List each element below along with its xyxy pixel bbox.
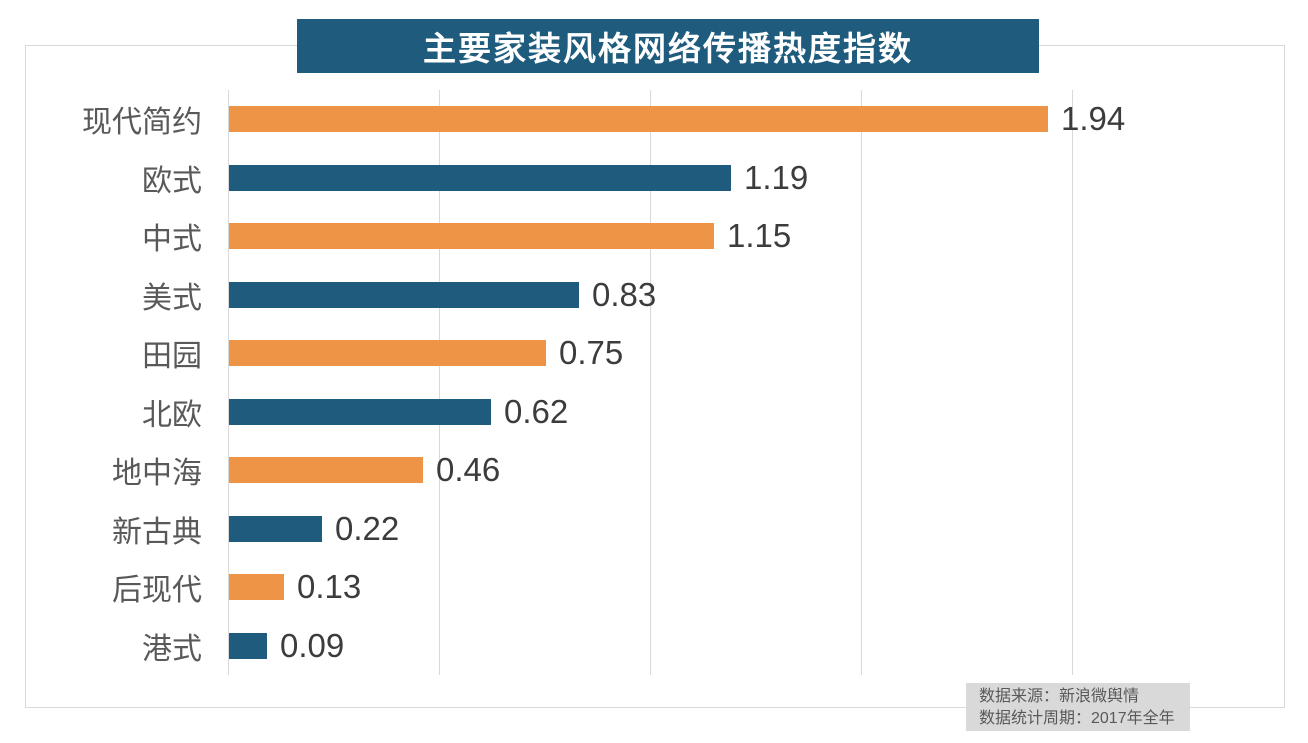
bar-row: 欧式 1.19	[0, 149, 1308, 208]
bar	[229, 282, 579, 309]
value-label: 0.75	[559, 334, 624, 372]
bar-row: 新古典 0.22	[0, 500, 1308, 559]
category-label: 现代简约	[82, 106, 202, 140]
category-label: 美式	[142, 282, 202, 316]
bar-row: 北欧 0.62	[0, 383, 1308, 442]
bar-row: 中式 1.15	[0, 207, 1308, 266]
category-label: 地中海	[112, 457, 202, 491]
bar	[229, 633, 267, 660]
value-label: 1.19	[744, 159, 809, 197]
axis-line	[228, 90, 229, 675]
bar-row: 后现代 0.13	[0, 558, 1308, 617]
bar	[229, 165, 731, 192]
bar	[229, 574, 284, 601]
category-label: 欧式	[142, 165, 202, 199]
data-source-box: 数据来源：新浪微舆情 数据统计周期：2017年全年	[966, 683, 1190, 731]
gridline	[1072, 90, 1073, 675]
gridline	[439, 90, 440, 675]
gridline	[861, 90, 862, 675]
data-period-line: 数据统计周期：2017年全年	[979, 710, 1175, 727]
category-label: 港式	[142, 633, 202, 667]
gridline	[650, 90, 651, 675]
bar-row: 港式 0.09	[0, 617, 1308, 676]
value-label: 0.46	[436, 451, 501, 489]
bar	[229, 457, 423, 484]
category-label: 田园	[142, 340, 202, 374]
bar-row: 美式 0.83	[0, 266, 1308, 325]
category-label: 北欧	[142, 399, 202, 433]
chart-title: 主要家装风格网络传播热度指数	[423, 30, 913, 67]
bar	[229, 340, 546, 367]
value-label: 0.22	[335, 510, 400, 548]
bar	[229, 399, 491, 426]
category-label: 中式	[142, 223, 202, 257]
data-source-line: 数据来源：新浪微舆情	[979, 688, 1140, 705]
bar	[229, 106, 1048, 133]
bar	[229, 223, 714, 250]
value-label: 0.09	[280, 627, 345, 665]
bar	[229, 516, 322, 543]
value-label: 0.83	[592, 276, 657, 314]
value-label: 0.13	[297, 568, 362, 606]
value-label: 1.15	[727, 217, 792, 255]
value-label: 1.94	[1061, 100, 1126, 138]
value-label: 0.62	[504, 393, 569, 431]
category-label: 新古典	[112, 516, 202, 550]
bar-row: 地中海 0.46	[0, 441, 1308, 500]
category-label: 后现代	[112, 574, 202, 608]
chart-title-banner: 主要家装风格网络传播热度指数	[297, 19, 1039, 73]
bar-row: 田园 0.75	[0, 324, 1308, 383]
bar-row: 现代简约 1.94	[0, 90, 1308, 149]
